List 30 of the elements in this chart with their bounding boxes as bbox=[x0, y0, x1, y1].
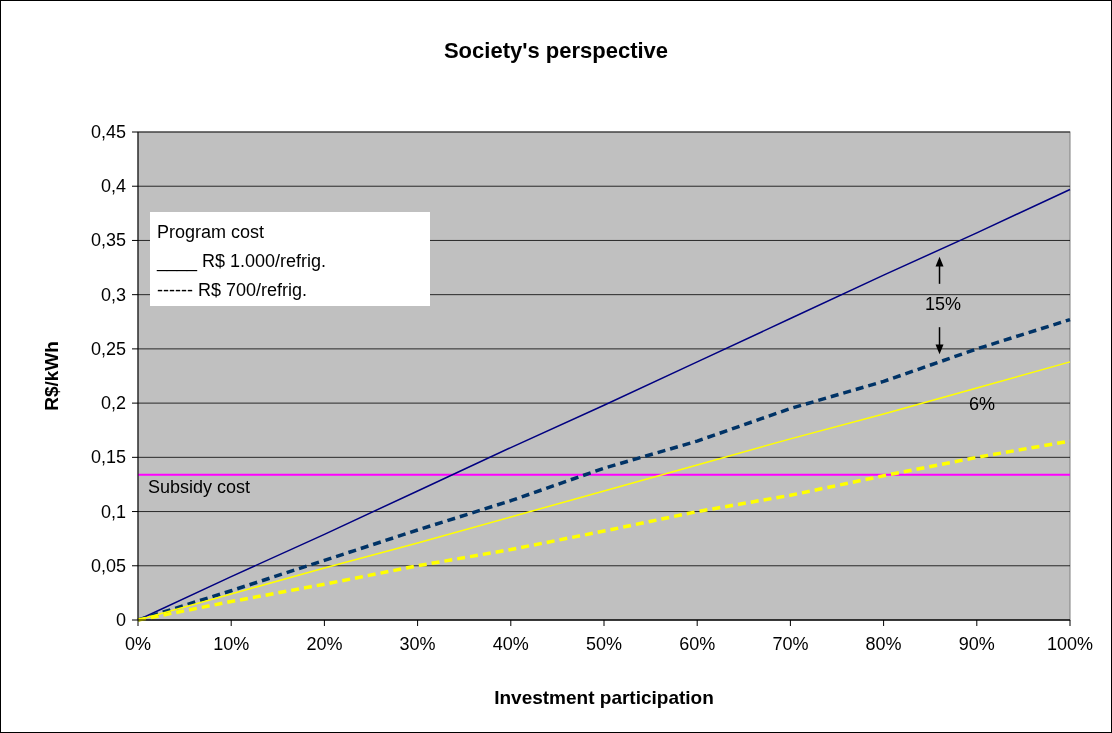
annotation: Program cost bbox=[157, 222, 265, 242]
y-tick-label: 0,25 bbox=[90, 338, 126, 359]
x-tick-label: 10% bbox=[213, 634, 250, 654]
chart-title: Society's perspective bbox=[443, 38, 669, 63]
x-tick-label: 20% bbox=[306, 634, 343, 654]
x-tick-label: 60% bbox=[679, 634, 716, 654]
y-tick-label: 0,45 bbox=[90, 122, 126, 142]
annotation: ____ R$ 1.000/refrig. bbox=[156, 251, 327, 272]
x-axis-title: Investment participation bbox=[494, 687, 714, 708]
y-tick-label: 0,35 bbox=[90, 230, 126, 251]
x-tick-label: 90% bbox=[958, 634, 995, 654]
ref-line-label: Subsidy cost bbox=[148, 476, 251, 497]
x-tick-label: 30% bbox=[399, 634, 436, 654]
x-tick-label: 70% bbox=[772, 634, 809, 654]
y-tick-label: 0,2 bbox=[100, 393, 126, 414]
y-tick-label: 0,05 bbox=[90, 555, 126, 576]
y-tick-label: 0 bbox=[115, 610, 126, 630]
y-tick-label: 0,3 bbox=[100, 284, 126, 305]
x-tick-label: 40% bbox=[492, 634, 529, 654]
annotation: 6% bbox=[968, 394, 996, 414]
x-tick-label: 80% bbox=[865, 634, 902, 654]
y-tick-label: 0,1 bbox=[100, 501, 126, 522]
y-axis-title: R$/kWh bbox=[41, 341, 62, 411]
x-tick-label: 0% bbox=[124, 634, 152, 654]
x-tick-label: 50% bbox=[585, 634, 623, 654]
x-tick-label: 100% bbox=[1046, 634, 1094, 654]
y-tick-label: 0,15 bbox=[90, 447, 126, 468]
y-tick-label: 0,4 bbox=[100, 176, 126, 197]
annotation: ------ R$ 700/refrig. bbox=[157, 280, 308, 300]
annotation: 15% bbox=[924, 294, 962, 314]
